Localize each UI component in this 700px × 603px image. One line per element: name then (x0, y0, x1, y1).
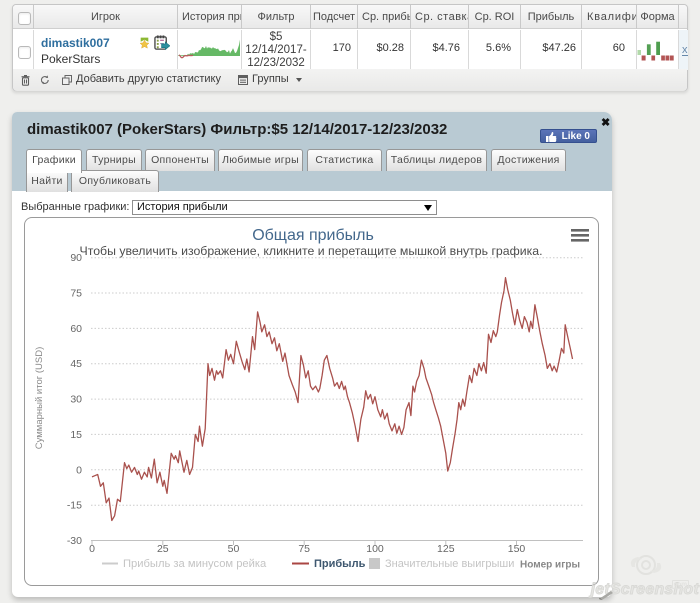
svg-text:90: 90 (70, 252, 82, 264)
svg-text:45: 45 (70, 358, 82, 370)
svg-text:-30: -30 (67, 535, 82, 547)
svg-text:150: 150 (508, 543, 526, 555)
svg-text:Номер игры: Номер игры (520, 560, 580, 571)
svg-text:30: 30 (70, 394, 82, 406)
svg-text:Чтобы увеличить изображение, к: Чтобы увеличить изображение, кликните и … (80, 244, 543, 258)
svg-text:100: 100 (366, 543, 384, 555)
svg-text:Прибыль за минусом рейка: Прибыль за минусом рейка (123, 558, 267, 570)
svg-text:50: 50 (228, 543, 240, 555)
svg-text:60: 60 (70, 323, 82, 335)
svg-text:Общая прибыль: Общая прибыль (252, 227, 374, 244)
svg-text:125: 125 (437, 543, 455, 555)
svg-text:75: 75 (70, 288, 82, 300)
svg-text:25: 25 (157, 543, 169, 555)
svg-text:-15: -15 (67, 500, 82, 512)
svg-text:15: 15 (70, 429, 82, 441)
svg-text:Суммарный итог (USD): Суммарный итог (USD) (34, 347, 45, 449)
svg-text:75: 75 (298, 543, 310, 555)
svg-text:0: 0 (89, 543, 95, 555)
svg-text:Значительные выигрыши: Значительные выигрыши (385, 558, 514, 570)
svg-text:0: 0 (76, 464, 82, 476)
svg-text:Прибыль: Прибыль (314, 558, 366, 570)
